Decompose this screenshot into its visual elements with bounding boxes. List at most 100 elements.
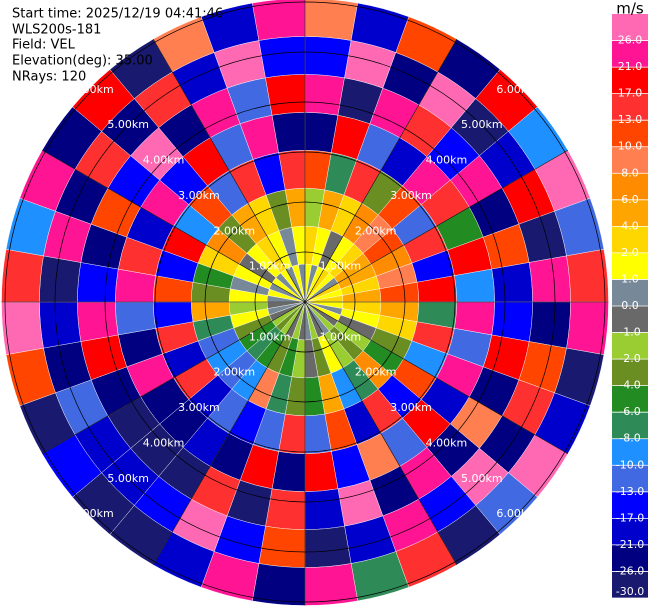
colorbar-tick-label: 2.0	[621, 246, 639, 259]
spoke	[152, 39, 306, 303]
colorbar-tick-label: -6.0	[619, 405, 640, 418]
colorbar-tick-label: -17.0	[616, 511, 644, 524]
range-ring-label: 1.00km	[320, 260, 362, 273]
colorbar-band	[612, 173, 648, 200]
colorbar: -30.0 -26.0 -21.0 -17.0 -13.0 -10.0 -8.0 -6.0 -4…	[612, 14, 648, 599]
colorbar-tick-label: 6.0	[621, 193, 639, 206]
units: m/s	[616, 0, 644, 18]
colorbar-band	[612, 199, 648, 227]
colorbar-tick-label: 4.0	[621, 219, 639, 232]
range-ring	[104, 101, 506, 503]
colorbar-band	[612, 14, 648, 41]
colorbar-band	[612, 544, 648, 572]
colorbar-tick-label: 13.0	[618, 113, 643, 126]
colorbar-tick-label: -10.0	[616, 458, 644, 471]
colorbar-band	[612, 120, 648, 147]
start-time: Start time: 2025/12/19 04:41:46	[12, 7, 223, 22]
colorbar-tick-label: 8.0	[621, 166, 639, 179]
colorbar-tick-label: -4.0	[619, 379, 640, 392]
range-ring-label: 4.00km	[143, 154, 185, 167]
range-gate-cell	[258, 525, 306, 568]
range-gate-cell	[528, 301, 571, 349]
spoke	[304, 301, 568, 455]
colorbar-band	[612, 518, 648, 545]
range-gate-cell	[566, 249, 609, 303]
range-gate-cell	[77, 262, 119, 303]
range-ring-label: 4.00km	[426, 154, 468, 167]
colorbar-tick-label: 17.0	[618, 87, 643, 100]
range-ring-label: 3.00km	[390, 401, 432, 414]
range-gate-cell	[1, 249, 44, 303]
spoke	[304, 39, 458, 303]
range-ring	[254, 251, 356, 353]
colorbar-tick-label: -30.0	[616, 585, 644, 598]
range-ring-label: 6.00km	[72, 507, 114, 520]
range-ring-label: 6.00km	[72, 83, 114, 96]
colorbar-tick-label: 10.0	[618, 140, 643, 153]
range-ring-label: 2.00km	[214, 366, 256, 379]
range-ring	[4, 1, 606, 603]
instrument: WLS200s-181	[12, 23, 101, 38]
range-gate-cell	[304, 36, 352, 79]
range-ring	[204, 201, 406, 403]
range-gate-cell	[252, 563, 306, 606]
range-gate-cell	[77, 301, 119, 342]
range-gate-cell	[304, 563, 358, 606]
colorbar-tick-label: 1.0	[621, 272, 639, 285]
range-ring-label: 5.00km	[461, 118, 503, 131]
colorbar-band	[612, 146, 648, 174]
range-ring-label: 5.00km	[107, 472, 149, 485]
colorbar-tick-label: -2.0	[619, 352, 640, 365]
colorbar-band	[612, 465, 648, 492]
nrays: NRays: 120	[12, 70, 86, 85]
range-gate-cell	[265, 488, 306, 530]
range-gate-cell	[39, 255, 82, 303]
colorbar-band	[612, 252, 648, 280]
range-ring-label: 2.00km	[355, 366, 397, 379]
range-ring-label: 6.00km	[496, 507, 538, 520]
range-ring-label: 2.00km	[214, 224, 256, 237]
colorbar-tick-label: -21.0	[616, 538, 644, 551]
range-gate-cell	[252, 0, 306, 41]
colorbar-band	[612, 67, 648, 94]
range-ring-label: 6.00km	[496, 83, 538, 96]
colorbar-band	[612, 359, 648, 386]
colorbar-band	[612, 438, 648, 466]
colorbar-band	[612, 412, 648, 439]
range-gate-cell	[491, 262, 533, 303]
range-gate-cell	[491, 301, 533, 342]
range-ring-label: 4.00km	[143, 436, 185, 449]
colorbar-band	[612, 226, 648, 253]
colorbar-band	[612, 571, 648, 598]
colorbar-tick-label: -8.0	[619, 432, 640, 445]
spoke	[42, 301, 306, 455]
range-ring-label: 3.00km	[178, 189, 220, 202]
elevation: Elevation(deg): 35.00	[12, 54, 153, 69]
colorbar-band	[612, 306, 648, 333]
range-ring-label: 1.00km	[320, 330, 362, 343]
colorbar-band	[612, 40, 648, 68]
range-gate-cell	[528, 255, 571, 303]
colorbar-tick-label: 21.0	[618, 60, 643, 73]
range-ring	[54, 51, 556, 553]
colorbar-tick-label: 0.0	[621, 299, 639, 312]
range-ring-label: 1.00km	[249, 260, 291, 273]
colorbar-tick-label: -13.0	[616, 485, 644, 498]
colorbar-band	[612, 279, 648, 306]
overlay: 1.00km 1.00km 1.00km 1.00km 2.00km 2.00km 2.00…	[1, 0, 609, 606]
range-gate-cell	[566, 301, 609, 355]
spoke	[304, 301, 458, 565]
colorbar-band	[612, 332, 648, 360]
range-gate-cell	[258, 36, 306, 79]
range-ring	[154, 151, 456, 453]
range-gate-cell	[1, 301, 44, 355]
colorbar-band	[612, 491, 648, 519]
range-ring-label: 3.00km	[178, 401, 220, 414]
range-ring-label: 5.00km	[107, 118, 149, 131]
range-ring-label: 5.00km	[461, 472, 503, 485]
range-gate-cell	[304, 74, 345, 116]
spoke	[152, 301, 306, 565]
range-ring-label: 3.00km	[390, 189, 432, 202]
